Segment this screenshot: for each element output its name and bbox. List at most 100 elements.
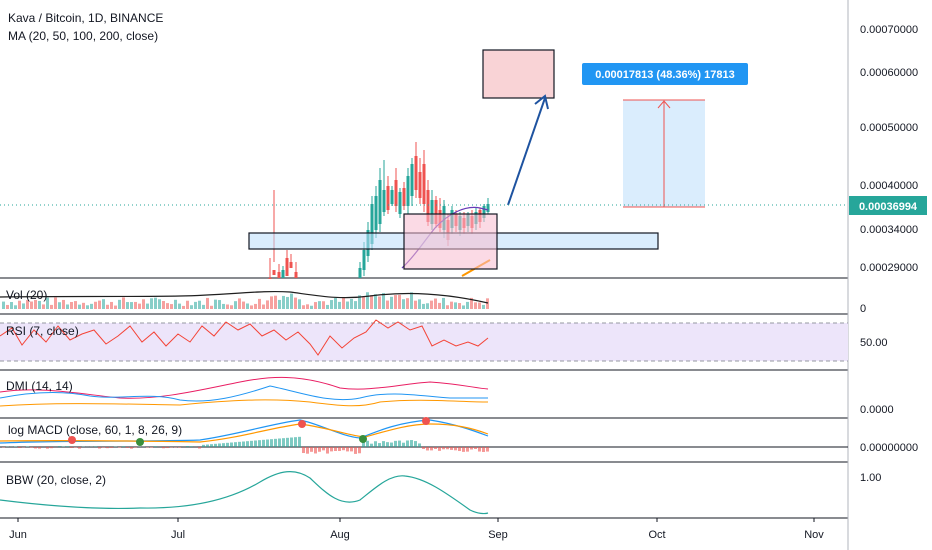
volume-bar xyxy=(166,303,169,309)
macd-bar xyxy=(426,447,429,451)
price-axis[interactable]: 0.00070000 0.00060000 0.00050000 0.00040… xyxy=(860,24,918,484)
volume-bar xyxy=(438,302,441,309)
volume-bar xyxy=(430,300,433,309)
time-axis[interactable]: Jun Jul Aug Sep Oct Nov xyxy=(9,518,824,541)
volume-bar xyxy=(58,302,61,309)
volume-bar xyxy=(238,298,241,309)
target-box[interactable] xyxy=(482,49,555,99)
macd-bar xyxy=(218,443,221,447)
candle-body xyxy=(402,188,406,206)
macd-bar xyxy=(74,447,77,448)
macd-bar xyxy=(362,440,365,447)
volume-bar xyxy=(86,305,89,309)
volume-bar xyxy=(474,302,477,309)
macd-bar xyxy=(486,447,489,452)
macd-bar xyxy=(202,444,205,447)
volume-bar xyxy=(158,299,161,309)
y-tick: 0.00034000 xyxy=(860,224,918,236)
volume-bar xyxy=(442,297,445,309)
volume-bar xyxy=(182,305,185,309)
volume-bar xyxy=(138,303,141,309)
volume-bar xyxy=(322,301,325,309)
volume-bar xyxy=(318,301,321,309)
macd-bar xyxy=(178,447,181,448)
bbw-label: BBW (20, close, 2) xyxy=(6,473,106,487)
volume-bar xyxy=(130,302,133,309)
macd-bar xyxy=(282,438,285,447)
candle-body xyxy=(294,272,298,278)
macd-bar xyxy=(342,447,345,451)
measure-label-box xyxy=(582,63,748,85)
macd-histogram xyxy=(2,436,489,454)
macd-bar xyxy=(354,447,357,454)
candle-body xyxy=(418,172,422,198)
macd-bar xyxy=(110,447,113,448)
volume-bar xyxy=(394,295,397,309)
volume-bar xyxy=(162,301,165,309)
bbw-line xyxy=(0,471,489,515)
macd-bar xyxy=(406,440,409,447)
volume-bar xyxy=(74,301,77,309)
x-tick: Jul xyxy=(171,529,185,541)
macd-bar xyxy=(298,436,301,447)
candle-body xyxy=(482,206,486,218)
candle-body xyxy=(378,180,382,224)
macd-bar xyxy=(222,443,225,447)
consolidation-box[interactable] xyxy=(403,213,498,270)
macd-bar xyxy=(410,440,413,447)
macd-bar xyxy=(226,442,229,447)
macd-bar xyxy=(70,447,73,448)
volume-bar xyxy=(126,302,129,309)
volume-bar xyxy=(362,297,365,309)
ma-indicator-label: MA (20, 50, 100, 200, close) xyxy=(8,29,158,43)
volume-bar xyxy=(462,305,465,309)
candle-body xyxy=(394,180,398,206)
macd-bar xyxy=(106,447,109,449)
macd-bar xyxy=(58,446,61,447)
macd-bar xyxy=(190,446,193,447)
volume-bar xyxy=(354,301,357,309)
volume-bar xyxy=(298,299,301,309)
macd-bar xyxy=(234,442,237,447)
candle-body xyxy=(398,192,402,214)
x-tick: Sep xyxy=(488,529,508,541)
volume-bar xyxy=(190,305,193,309)
projection-arrow[interactable] xyxy=(507,97,546,206)
volume-bar xyxy=(14,305,17,309)
dmi-label: DMI (14, 14) xyxy=(6,379,73,393)
macd-bar xyxy=(214,443,217,447)
dmi-adx-line xyxy=(0,399,489,407)
candle-body xyxy=(272,270,276,275)
macd-bar xyxy=(30,447,33,448)
bbw-tick: 1.00 xyxy=(860,472,881,484)
volume-bar xyxy=(274,295,277,309)
macd-bar xyxy=(38,447,41,449)
volume-bar xyxy=(34,299,37,309)
macd-bar xyxy=(434,447,437,450)
macd-bar xyxy=(330,447,333,452)
volume-bar xyxy=(174,299,177,309)
candle-body xyxy=(358,268,362,278)
vol-tick: 0 xyxy=(860,303,866,315)
volume-bar xyxy=(338,301,341,309)
macd-bar xyxy=(262,439,265,447)
dmi-plus-line xyxy=(0,385,488,402)
macd-bar xyxy=(386,442,389,447)
macd-bar xyxy=(366,440,369,447)
volume-bar xyxy=(294,297,297,309)
macd-bar xyxy=(14,446,17,447)
volume-bar xyxy=(418,299,421,309)
volume-bar xyxy=(310,305,313,309)
macd-bar xyxy=(122,446,125,447)
candle-body xyxy=(285,258,289,276)
volume-bar xyxy=(210,305,213,309)
volume-bar xyxy=(106,304,109,309)
volume-bar xyxy=(170,304,173,309)
macd-bar xyxy=(306,447,309,454)
volume-bar xyxy=(270,296,273,309)
macd-bar xyxy=(418,443,421,447)
volume-bar xyxy=(262,304,265,309)
volume-bar xyxy=(358,295,361,309)
candle-body xyxy=(406,176,410,206)
macd-bar xyxy=(462,447,465,452)
